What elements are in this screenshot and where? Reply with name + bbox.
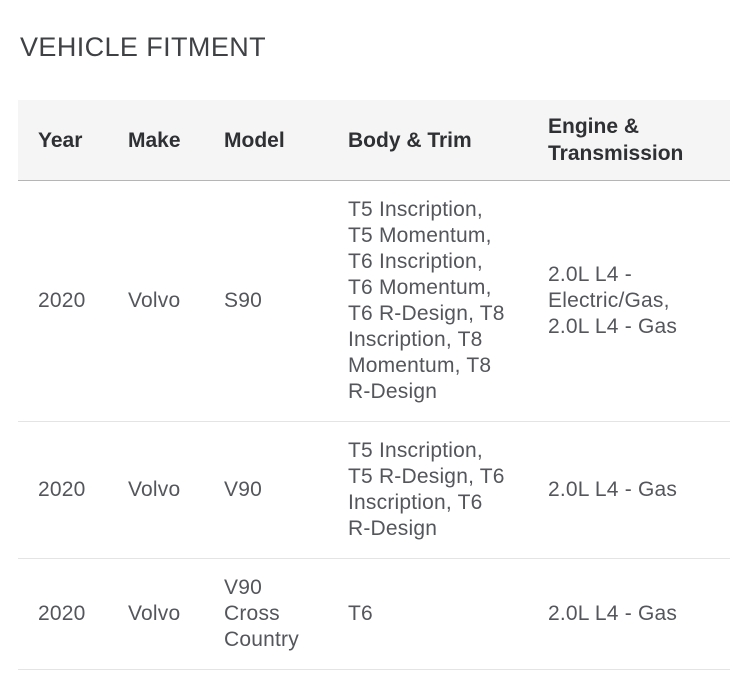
table-row: 2020 Volvo S90 T5 Inscription, T5 Moment… (18, 180, 730, 422)
cell-make: Volvo (108, 558, 204, 670)
section-title: VEHICLE FITMENT (20, 32, 267, 62)
cell-body-trim: T5 Inscription, T5 Momentum, T6 Inscript… (328, 180, 528, 422)
column-header-engine-transmission: Engine & Transmission (528, 100, 730, 181)
cell-body-trim: T5 Inscription, T5 R-Design, T6 Inscript… (328, 421, 528, 559)
cell-engine-transmission: 2.0L L4 - Gas (528, 421, 730, 559)
cell-model: S90 (204, 180, 328, 422)
cell-make: Volvo (108, 421, 204, 559)
cell-model: V90 Cross Country (204, 558, 328, 670)
cell-year: 2020 (18, 558, 108, 670)
fitment-table: Year Make Model Body & Trim Engine & Tra… (18, 100, 730, 670)
column-header-make: Make (108, 100, 204, 181)
cell-engine-transmission: 2.0L L4 - Electric/Gas, 2.0L L4 - Gas (528, 180, 730, 422)
column-header-body-trim: Body & Trim (328, 100, 528, 181)
column-header-model: Model (204, 100, 328, 181)
cell-engine-transmission: 2.0L L4 - Gas (528, 558, 730, 670)
cell-make: Volvo (108, 180, 204, 422)
table-row: 2020 Volvo V90 Cross Country T6 2.0L L4 … (18, 558, 730, 670)
cell-year: 2020 (18, 421, 108, 559)
column-header-year: Year (18, 100, 108, 181)
table-row: 2020 Volvo V90 T5 Inscription, T5 R-Desi… (18, 421, 730, 559)
vehicle-fitment-section: VEHICLE FITMENT Year Make Model Body & T… (18, 32, 730, 670)
cell-body-trim: T6 (328, 558, 528, 670)
cell-year: 2020 (18, 180, 108, 422)
cell-model: V90 (204, 421, 328, 559)
table-header-row: Year Make Model Body & Trim Engine & Tra… (18, 100, 730, 181)
